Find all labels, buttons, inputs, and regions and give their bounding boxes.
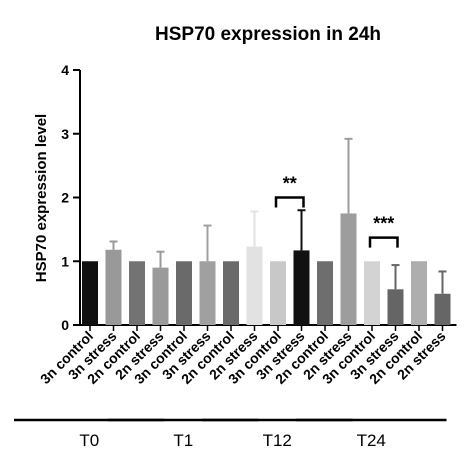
significance-annotations: *****	[274, 174, 399, 248]
error-bars	[109, 137, 447, 294]
significance-bracket	[274, 196, 305, 208]
group-label: T0	[79, 431, 99, 450]
bar	[82, 261, 98, 325]
bar	[317, 261, 333, 325]
bar	[270, 261, 286, 325]
chart-title: HSP70 expression in 24h	[155, 24, 381, 45]
bar	[152, 267, 169, 325]
significance-bracket	[368, 236, 399, 248]
bar	[176, 261, 192, 325]
significance-label: ***	[373, 214, 394, 234]
bars	[82, 213, 451, 325]
bar	[129, 261, 145, 325]
bar	[364, 261, 380, 325]
y-tick-label: 3	[61, 126, 69, 142]
group-label: T24	[357, 431, 386, 450]
y-axis-label: HSP70 expression level	[33, 114, 50, 282]
y-tick-label: 1	[61, 253, 69, 269]
bar	[411, 261, 427, 325]
bar	[434, 293, 451, 325]
bar	[340, 213, 357, 325]
bar	[199, 261, 216, 325]
group-labels: T0 T1 T12 T24	[14, 418, 447, 450]
y-tick-label: 4	[61, 62, 69, 78]
bar	[387, 289, 404, 325]
bar	[246, 246, 263, 325]
significance-label: **	[283, 174, 297, 194]
group-label: T12	[263, 431, 292, 450]
group-label: T1	[173, 431, 193, 450]
bar	[293, 250, 310, 325]
bar	[223, 261, 239, 325]
bar	[105, 249, 122, 325]
y-tick-label: 2	[61, 190, 69, 206]
y-tick-label: 0	[61, 317, 69, 333]
